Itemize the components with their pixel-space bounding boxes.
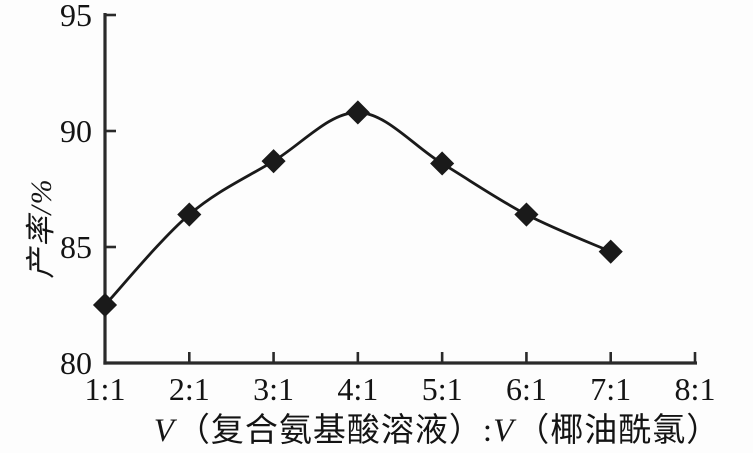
x-tick-label: 7:1 [590, 371, 632, 407]
data-point-marker [514, 202, 539, 227]
data-point-marker [598, 239, 623, 264]
series-line [103, 111, 612, 306]
x-axis-title-v1: V [153, 413, 175, 449]
x-tick-label: 4:1 [337, 371, 379, 407]
x-tick-label: 8:1 [674, 371, 716, 407]
y-tick-label: 90 [60, 113, 92, 149]
y-tick-label: 85 [60, 229, 92, 265]
data-point-marker [430, 151, 455, 176]
x-tick-label: 2:1 [168, 371, 210, 407]
x-tick-label: 5:1 [421, 371, 463, 407]
x-axis-title-v2: V [493, 413, 515, 449]
x-axis-title: V（复合氨基酸溶液）:V（椰油酰氯） [154, 403, 721, 451]
x-axis-title-text1: （复合氨基酸溶液）: [176, 413, 494, 449]
data-point-marker [177, 202, 202, 227]
y-axis-title: 产率/% [16, 177, 60, 278]
y-tick-label: 95 [60, 0, 92, 33]
x-tick-label: 3:1 [253, 371, 295, 407]
y-tick-label: 80 [60, 345, 92, 381]
x-tick-label: 6:1 [505, 371, 547, 407]
x-tick-label: 1:1 [84, 371, 126, 407]
data-point-marker [261, 149, 286, 174]
y-axis-title-text: 产率/% [25, 177, 58, 279]
data-point-marker [345, 100, 370, 125]
x-axis-title-text2: （椰油酰氯） [516, 413, 721, 449]
data-point-marker [92, 292, 118, 318]
